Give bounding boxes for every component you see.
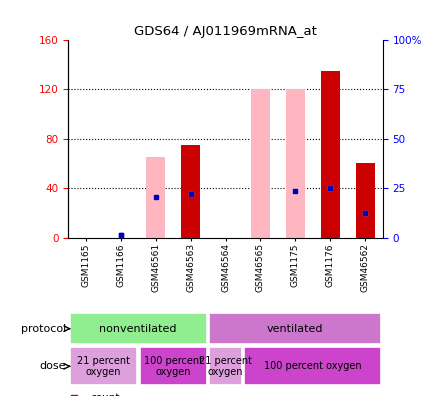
Bar — [146, 157, 165, 238]
Bar — [181, 145, 200, 238]
Bar — [70, 347, 137, 385]
Bar — [209, 347, 242, 385]
Text: protocol: protocol — [21, 324, 66, 334]
Text: 21 percent
oxygen: 21 percent oxygen — [199, 356, 252, 377]
Bar — [286, 89, 305, 238]
Bar — [209, 314, 381, 344]
Bar — [321, 70, 340, 238]
Text: ventilated: ventilated — [267, 324, 324, 334]
Bar — [356, 163, 375, 238]
Bar — [244, 347, 381, 385]
Text: 100 percent oxygen: 100 percent oxygen — [264, 361, 362, 371]
Bar — [181, 145, 200, 238]
Text: count: count — [90, 393, 120, 396]
Bar — [356, 163, 375, 238]
Title: GDS64 / AJ011969mRNA_at: GDS64 / AJ011969mRNA_at — [134, 25, 317, 38]
Bar — [70, 314, 207, 344]
Text: 21 percent
oxygen: 21 percent oxygen — [77, 356, 130, 377]
Text: 100 percent
oxygen: 100 percent oxygen — [143, 356, 202, 377]
Bar — [251, 89, 270, 238]
Text: dose: dose — [40, 361, 66, 371]
Bar — [321, 70, 340, 238]
Bar — [139, 347, 207, 385]
Text: nonventilated: nonventilated — [99, 324, 177, 334]
